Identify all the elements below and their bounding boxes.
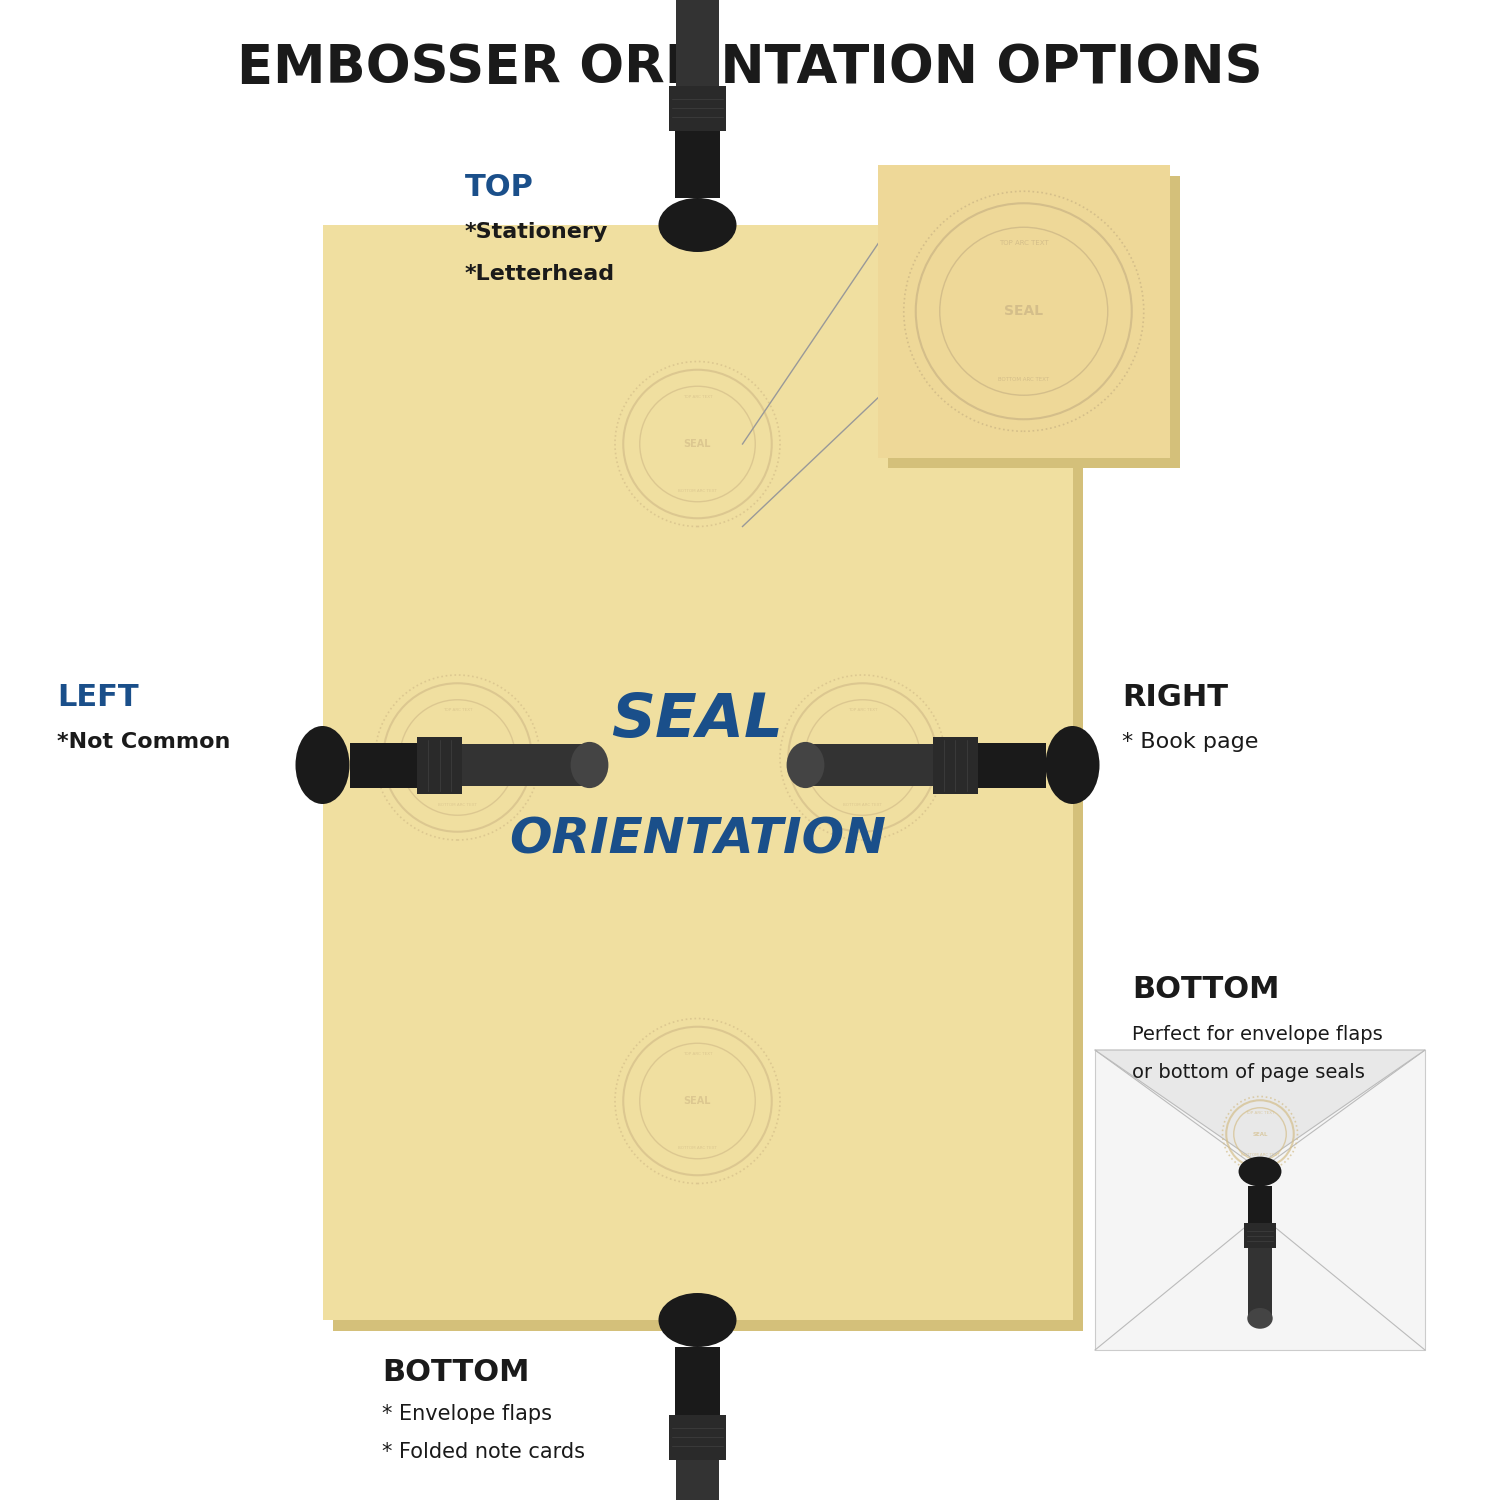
Text: *Stationery: *Stationery xyxy=(465,222,609,243)
Text: BOTTOM ARC TEXT: BOTTOM ARC TEXT xyxy=(1240,1154,1280,1158)
Text: BOTTOM ARC TEXT: BOTTOM ARC TEXT xyxy=(678,1146,717,1150)
Text: or bottom of page seals: or bottom of page seals xyxy=(1132,1064,1365,1082)
FancyBboxPatch shape xyxy=(1095,1050,1425,1350)
Text: TOP ARC TEXT: TOP ARC TEXT xyxy=(682,394,712,399)
FancyBboxPatch shape xyxy=(806,744,933,786)
Ellipse shape xyxy=(570,742,609,788)
Ellipse shape xyxy=(658,198,736,252)
Ellipse shape xyxy=(1239,1156,1281,1186)
FancyBboxPatch shape xyxy=(978,742,1046,788)
Ellipse shape xyxy=(786,742,825,788)
Text: SEAL: SEAL xyxy=(684,440,711,448)
FancyBboxPatch shape xyxy=(1248,1248,1272,1318)
Text: ORIENTATION: ORIENTATION xyxy=(509,816,886,864)
Text: LEFT: LEFT xyxy=(57,682,138,712)
FancyBboxPatch shape xyxy=(676,1460,718,1500)
Text: BOTTOM ARC TEXT: BOTTOM ARC TEXT xyxy=(843,802,882,807)
FancyBboxPatch shape xyxy=(675,1347,720,1414)
Text: SEAL: SEAL xyxy=(444,753,471,762)
Text: TOP ARC TEXT: TOP ARC TEXT xyxy=(682,1052,712,1056)
Text: BOTTOM: BOTTOM xyxy=(382,1358,530,1388)
Text: SEAL: SEAL xyxy=(612,690,783,750)
FancyBboxPatch shape xyxy=(1245,1224,1275,1248)
FancyBboxPatch shape xyxy=(462,744,590,786)
Text: TOP ARC TEXT: TOP ARC TEXT xyxy=(999,240,1048,246)
FancyBboxPatch shape xyxy=(1248,1186,1272,1224)
Text: *Not Common: *Not Common xyxy=(57,732,231,753)
FancyBboxPatch shape xyxy=(878,165,1170,458)
Text: Perfect for envelope flaps: Perfect for envelope flaps xyxy=(1132,1026,1383,1044)
Text: EMBOSSER ORIENTATION OPTIONS: EMBOSSER ORIENTATION OPTIONS xyxy=(237,42,1263,93)
Text: SEAL: SEAL xyxy=(1252,1131,1268,1137)
FancyBboxPatch shape xyxy=(676,0,718,86)
Text: *Letterhead: *Letterhead xyxy=(465,264,615,285)
Text: * Book page: * Book page xyxy=(1122,732,1258,753)
Ellipse shape xyxy=(658,1293,736,1347)
Text: TOP: TOP xyxy=(465,172,534,202)
FancyBboxPatch shape xyxy=(888,176,1180,468)
Text: SEAL: SEAL xyxy=(1004,304,1044,318)
FancyBboxPatch shape xyxy=(669,86,726,130)
Text: * Folded note cards: * Folded note cards xyxy=(382,1442,585,1462)
Ellipse shape xyxy=(296,726,350,804)
Text: * Envelope flaps: * Envelope flaps xyxy=(382,1404,552,1425)
Text: BOTTOM ARC TEXT: BOTTOM ARC TEXT xyxy=(999,376,1050,382)
FancyBboxPatch shape xyxy=(933,736,978,794)
Text: TOP ARC TEXT: TOP ARC TEXT xyxy=(442,708,472,712)
Ellipse shape xyxy=(1046,726,1100,804)
FancyBboxPatch shape xyxy=(322,225,1072,1320)
FancyBboxPatch shape xyxy=(669,1414,726,1460)
FancyBboxPatch shape xyxy=(675,130,720,198)
Polygon shape xyxy=(1095,1050,1425,1164)
FancyBboxPatch shape xyxy=(350,742,417,788)
Text: RIGHT: RIGHT xyxy=(1122,682,1228,712)
Text: BOTTOM ARC TEXT: BOTTOM ARC TEXT xyxy=(438,802,477,807)
Ellipse shape xyxy=(1248,1308,1272,1329)
FancyBboxPatch shape xyxy=(417,736,462,794)
Text: BOTTOM: BOTTOM xyxy=(1132,975,1280,1005)
Text: TOP ARC TEXT: TOP ARC TEXT xyxy=(1245,1110,1275,1114)
Text: BOTTOM ARC TEXT: BOTTOM ARC TEXT xyxy=(678,489,717,494)
Text: SEAL: SEAL xyxy=(849,753,876,762)
Text: SEAL: SEAL xyxy=(684,1096,711,1106)
Text: TOP ARC TEXT: TOP ARC TEXT xyxy=(847,708,877,712)
FancyBboxPatch shape xyxy=(333,236,1083,1330)
